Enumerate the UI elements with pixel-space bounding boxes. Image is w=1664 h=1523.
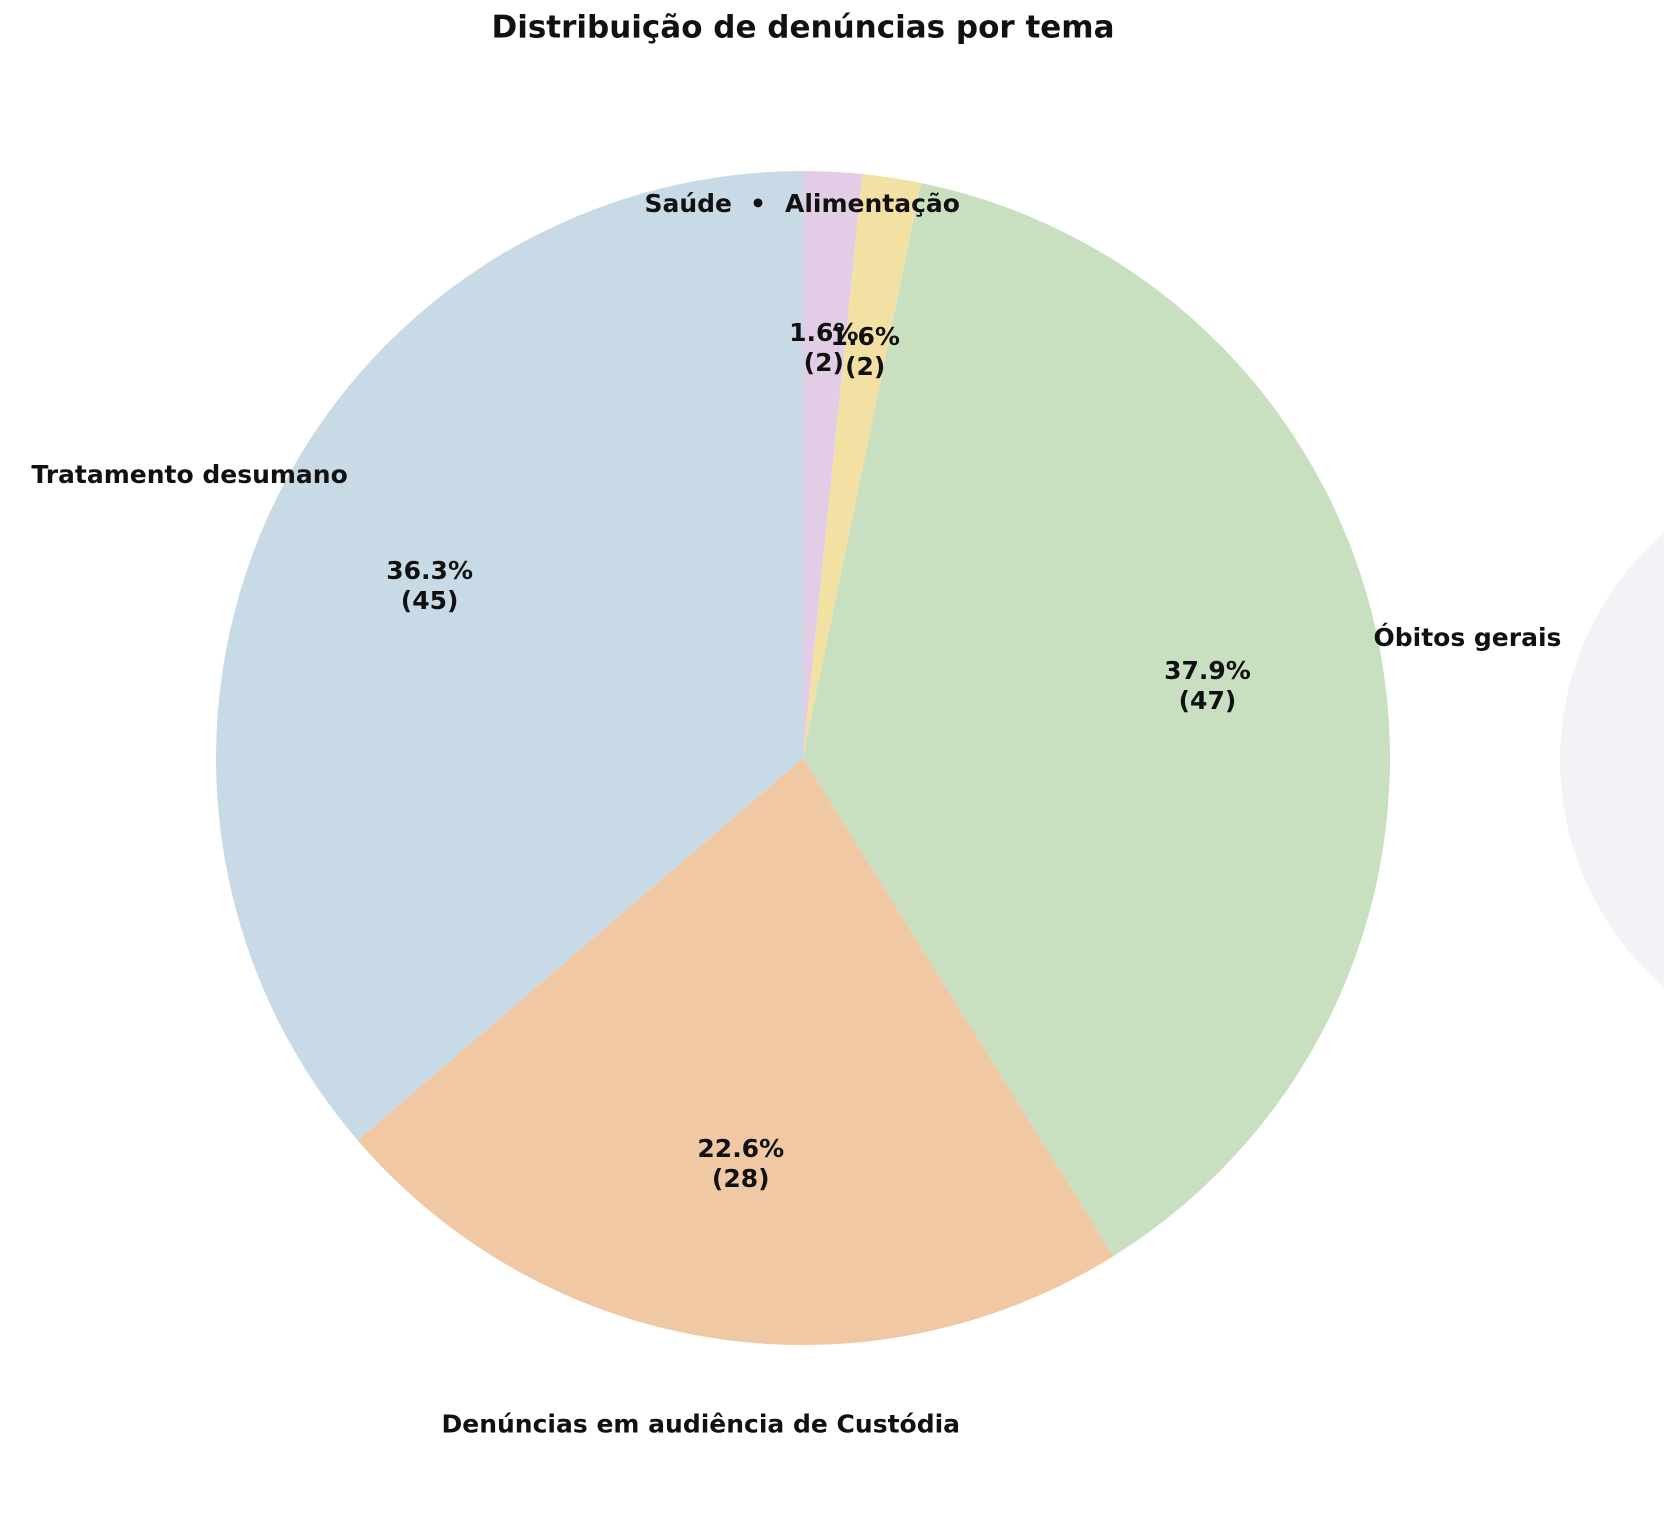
value-label: 22.6% (28) bbox=[697, 1134, 785, 1194]
value-label: 37.9% (47) bbox=[1164, 655, 1251, 715]
value-label: 36.3% (45) bbox=[386, 556, 473, 616]
pie-slice bbox=[803, 174, 922, 758]
pie-slice bbox=[803, 171, 863, 758]
slice-label: Denúncias em audiência de Custódia bbox=[442, 1409, 961, 1438]
label-separator: • bbox=[750, 189, 766, 218]
slice-label: Alimentação bbox=[785, 189, 960, 218]
value-label: 1.6% (2) bbox=[830, 321, 900, 381]
background-decoration bbox=[1560, 532, 1664, 988]
chart-title: Distribuição de denúncias por tema bbox=[491, 10, 1114, 46]
pie-slice bbox=[216, 171, 803, 1141]
pie-slice bbox=[803, 183, 1390, 1257]
slice-label: Óbitos gerais bbox=[1373, 622, 1561, 652]
value-label: 1.6% (2) bbox=[789, 317, 859, 377]
slice-label: Tratamento desumano bbox=[31, 460, 347, 489]
pie-slice bbox=[357, 758, 1114, 1345]
slice-label: Saúde bbox=[644, 189, 732, 218]
